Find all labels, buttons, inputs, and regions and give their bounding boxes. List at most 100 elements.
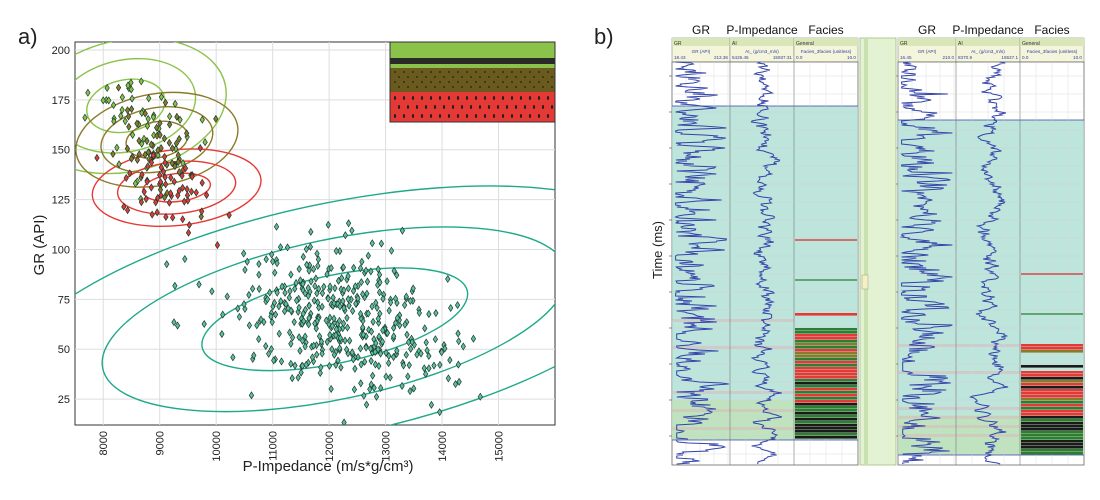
data-point: [158, 163, 164, 172]
data-point: [405, 338, 412, 347]
data-point: [269, 250, 275, 259]
data-point: [150, 151, 156, 160]
data-point: [144, 136, 150, 146]
data-point: [333, 331, 339, 340]
data-point: [437, 408, 443, 417]
facies-band: [672, 427, 794, 430]
track-title: P-Impedance: [726, 23, 798, 37]
legend-pattern-dot: [407, 76, 409, 78]
data-point: [263, 255, 269, 264]
track-header-min: 0.0: [796, 55, 803, 60]
track-title: GR: [918, 23, 936, 37]
data-point: [312, 282, 318, 291]
data-point: [317, 368, 323, 377]
facies-block: [795, 391, 857, 394]
track-header: [793, 37, 859, 63]
data-point: [138, 198, 145, 207]
legend-pattern-dot: [551, 86, 553, 88]
track-header-bar: [672, 38, 730, 46]
data-point: [380, 294, 386, 303]
data-point: [325, 294, 331, 303]
legend-pattern-dot: [439, 81, 441, 83]
data-point: [357, 264, 364, 273]
legend-pattern-dot: [519, 96, 523, 100]
legend-pattern-dot: [429, 114, 433, 118]
y-tick-label: 200: [52, 45, 70, 57]
data-point: [337, 247, 343, 256]
data-point: [274, 259, 280, 268]
data-point: [185, 228, 192, 237]
data-point: [426, 351, 432, 361]
data-point: [144, 177, 150, 186]
facies-block: [795, 382, 857, 385]
data-point: [344, 313, 350, 322]
legend-pattern-dot: [397, 105, 401, 109]
data-point: [344, 345, 350, 354]
data-point: [100, 96, 106, 105]
facies-block: [1021, 428, 1083, 431]
facies-block: [1021, 452, 1083, 455]
data-point: [380, 326, 386, 335]
facies-block: [1021, 383, 1083, 386]
data-point: [439, 348, 445, 357]
legend-pattern-dot: [398, 76, 400, 78]
data-point: [172, 281, 178, 290]
data-point: [199, 115, 205, 124]
legend-pattern-dot: [434, 76, 436, 78]
data-point: [279, 282, 285, 291]
legend-pattern-dot: [461, 76, 463, 78]
data-point: [374, 303, 380, 312]
facies-block: [795, 421, 857, 424]
data-point: [336, 316, 343, 325]
panel-b-label: b): [594, 24, 614, 49]
data-point: [201, 319, 207, 329]
data-point: [338, 363, 344, 372]
data-point: [306, 301, 312, 310]
data-point: [303, 245, 309, 254]
x-tick-label: 13000: [381, 431, 393, 462]
data-point: [340, 324, 346, 333]
facies-block: [1021, 380, 1083, 383]
facies-block: [795, 388, 857, 391]
data-point: [267, 288, 273, 297]
facies-block: [795, 355, 857, 358]
legend-pattern-dot: [434, 86, 436, 88]
facies-block: [1021, 377, 1083, 380]
data-point: [219, 330, 225, 339]
data-point: [189, 172, 195, 181]
data-point: [289, 333, 296, 342]
data-point: [386, 359, 392, 368]
data-point: [391, 332, 397, 341]
facies-band: [898, 425, 1020, 428]
data-point: [287, 328, 293, 337]
data-point: [397, 321, 403, 330]
data-point: [188, 187, 195, 196]
data-point: [202, 138, 208, 147]
divider-handle: [861, 274, 869, 290]
data-point: [460, 342, 466, 351]
legend-pattern-dot: [528, 114, 532, 118]
data-point: [136, 150, 142, 159]
legend-pattern-dot: [416, 86, 418, 88]
legend-pattern-dot: [547, 81, 549, 83]
track-header-name: AI: [732, 41, 737, 47]
track-header-name: GR: [900, 41, 908, 47]
legend-pattern-dot: [421, 71, 423, 73]
data-point: [403, 350, 409, 359]
data-point: [158, 191, 164, 200]
zone-fill: [672, 106, 858, 440]
data-point: [331, 314, 337, 323]
data-point: [422, 324, 428, 333]
data-point: [337, 344, 343, 353]
facies-block: [795, 406, 857, 409]
data-point: [186, 220, 192, 229]
y-axis-label: GR (API): [31, 215, 48, 276]
legend-pattern-dot: [488, 76, 490, 78]
data-point: [326, 361, 333, 370]
facies-block: [795, 427, 857, 430]
data-point: [308, 227, 314, 236]
data-point: [373, 392, 380, 401]
track-header-name: AI: [958, 41, 963, 47]
data-point: [124, 144, 130, 153]
track-header-min: 5426.45: [732, 55, 749, 60]
